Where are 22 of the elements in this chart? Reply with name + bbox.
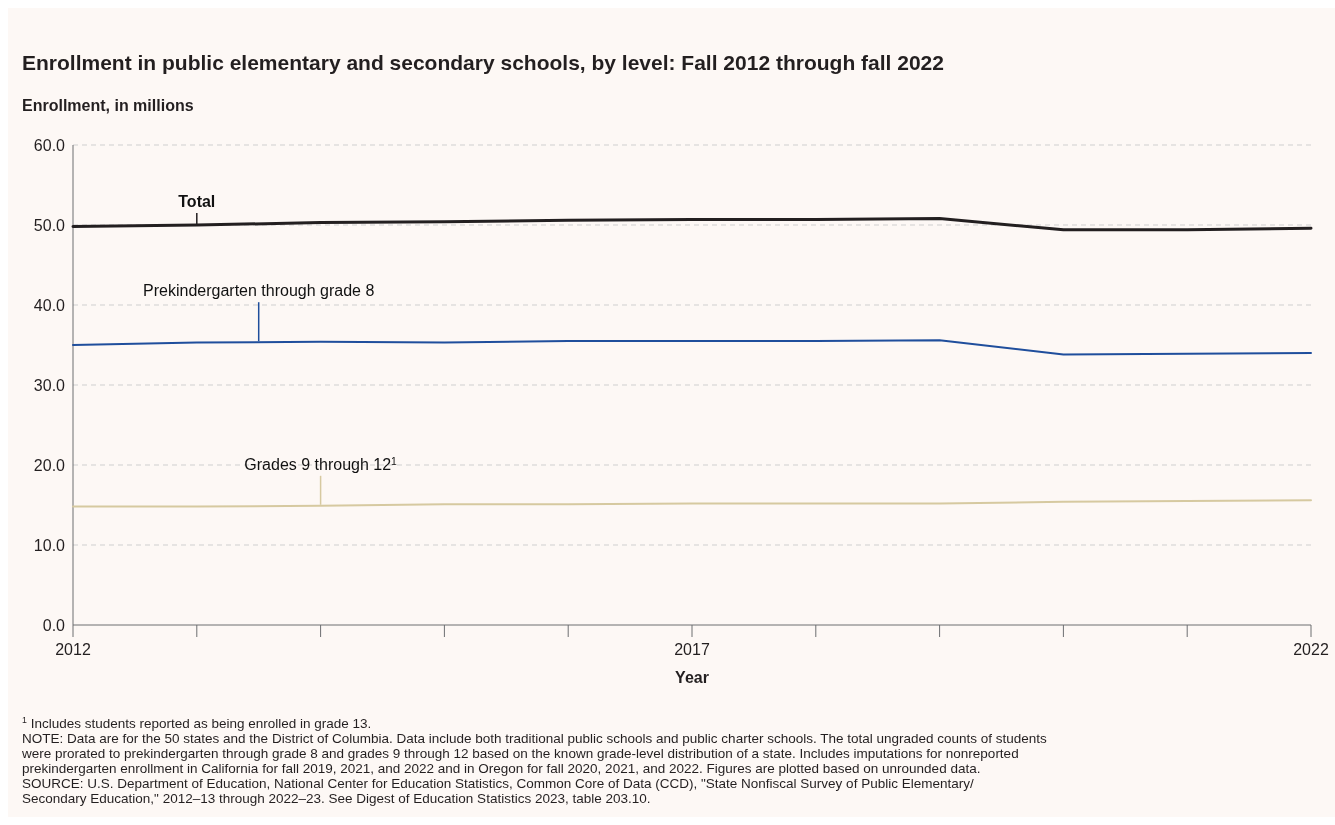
text: $^{1}$ Includes students reported as being enrolled in grade 13. [22,715,372,731]
text: NOTE: Data are for the 50 states and the District of Columbia. Data include both traditional public schools and public charter schools. The total ungraded counts of students [22,731,1048,746]
y-tick-label: 40.0 [33,296,66,314]
text: Secondary Education," 2012–13 through 2022–23. See Digest of Education Statistics 2023, table 203.10. [22,791,651,806]
series-label: Total [178,193,216,210]
y-tick-label: 0.0 [42,616,66,634]
x-axis-title: Year [675,669,709,686]
y-tick-label: 10.0 [33,536,66,554]
source-note: SOURCE: U.S. Department of Education, National Center for Education Statistics, Common Core of Data (CCD), "State Nonfiscal Survey of Public Elementary/ [22,776,974,791]
y-tick-label: 20.0 [33,456,66,474]
text: prekindergarten enrollment in California for fall 2019, 2021, and 2022 and in Oregon for fall 2020, 2021, and 2022. Figures are plotted based on unrounded data. [22,761,981,776]
x-tick-label: 2012 [55,640,91,658]
text: Grades 9 through 12$^{1}$ [244,455,398,473]
text: Prekindergarten through grade 8 [143,282,375,300]
chart-title: Enrollment in public elementary and secondary schools, by level: Fall 2012 through fall 2022 [22,51,944,74]
y-tick-label: 50.0 [33,216,66,234]
y-tick-label: 30.0 [33,376,66,394]
text: were prorated to prekindergarten through grade 8 and grades 9 through 12 based on the known grade-level distribution of a state. Includes imputations for nonreported [21,746,1019,761]
x-tick-label: 2017 [674,640,710,658]
x-tick-label: 2022 [1293,640,1329,658]
y-axis-title: Enrollment, in millions [22,97,194,114]
y-tick-label: 60.0 [33,136,66,154]
